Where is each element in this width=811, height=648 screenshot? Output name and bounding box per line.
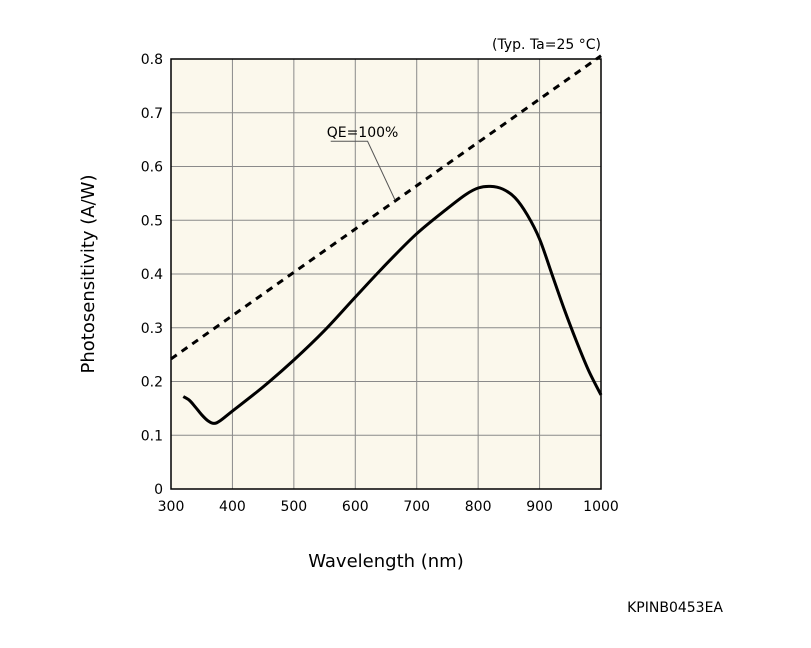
y-tick-label: 0.2 <box>141 375 163 391</box>
qe-100-line <box>170 54 602 361</box>
y-tick-labels: 0 0.1 0.2 0.3 0.4 0.5 0.6 0.7 0.8 <box>141 52 163 498</box>
series-layer <box>170 54 603 425</box>
condition-note: (Typ. Ta=25 °C) <box>492 37 601 53</box>
y-tick-label: 0.5 <box>141 213 163 229</box>
x-tick-label: 300 <box>158 499 185 515</box>
x-tick-label: 1000 <box>583 499 619 515</box>
y-axis-title: Photosensitivity (A/W) <box>78 175 99 374</box>
x-tick-label: 400 <box>219 499 246 515</box>
x-tick-label: 800 <box>465 499 492 515</box>
y-tick-label: 0.4 <box>141 267 163 283</box>
y-tick-label: 0.6 <box>141 160 163 176</box>
annotation-leader-line <box>330 140 396 201</box>
x-tick-labels: 300 400 500 600 700 800 900 1000 <box>158 499 619 515</box>
y-tick-label: 0.7 <box>141 106 163 122</box>
y-tick-label: 0 <box>154 482 163 498</box>
figure-code: KPINB0453EA <box>627 600 723 616</box>
plot-frame <box>170 58 602 490</box>
annotation-label: QE=100% <box>327 125 399 141</box>
x-tick-label: 500 <box>280 499 307 515</box>
y-tick-label: 0.8 <box>141 52 163 68</box>
annotation-layer: QE=100% <box>327 125 399 201</box>
photosensitivity-curve <box>182 184 603 425</box>
x-tick-label: 900 <box>526 499 553 515</box>
x-tick-label: 600 <box>342 499 369 515</box>
y-tick-label: 0.1 <box>141 428 163 444</box>
x-axis-title: Wavelength (nm) <box>308 551 464 572</box>
y-tick-label: 0.3 <box>141 321 163 337</box>
x-tick-label: 700 <box>403 499 430 515</box>
